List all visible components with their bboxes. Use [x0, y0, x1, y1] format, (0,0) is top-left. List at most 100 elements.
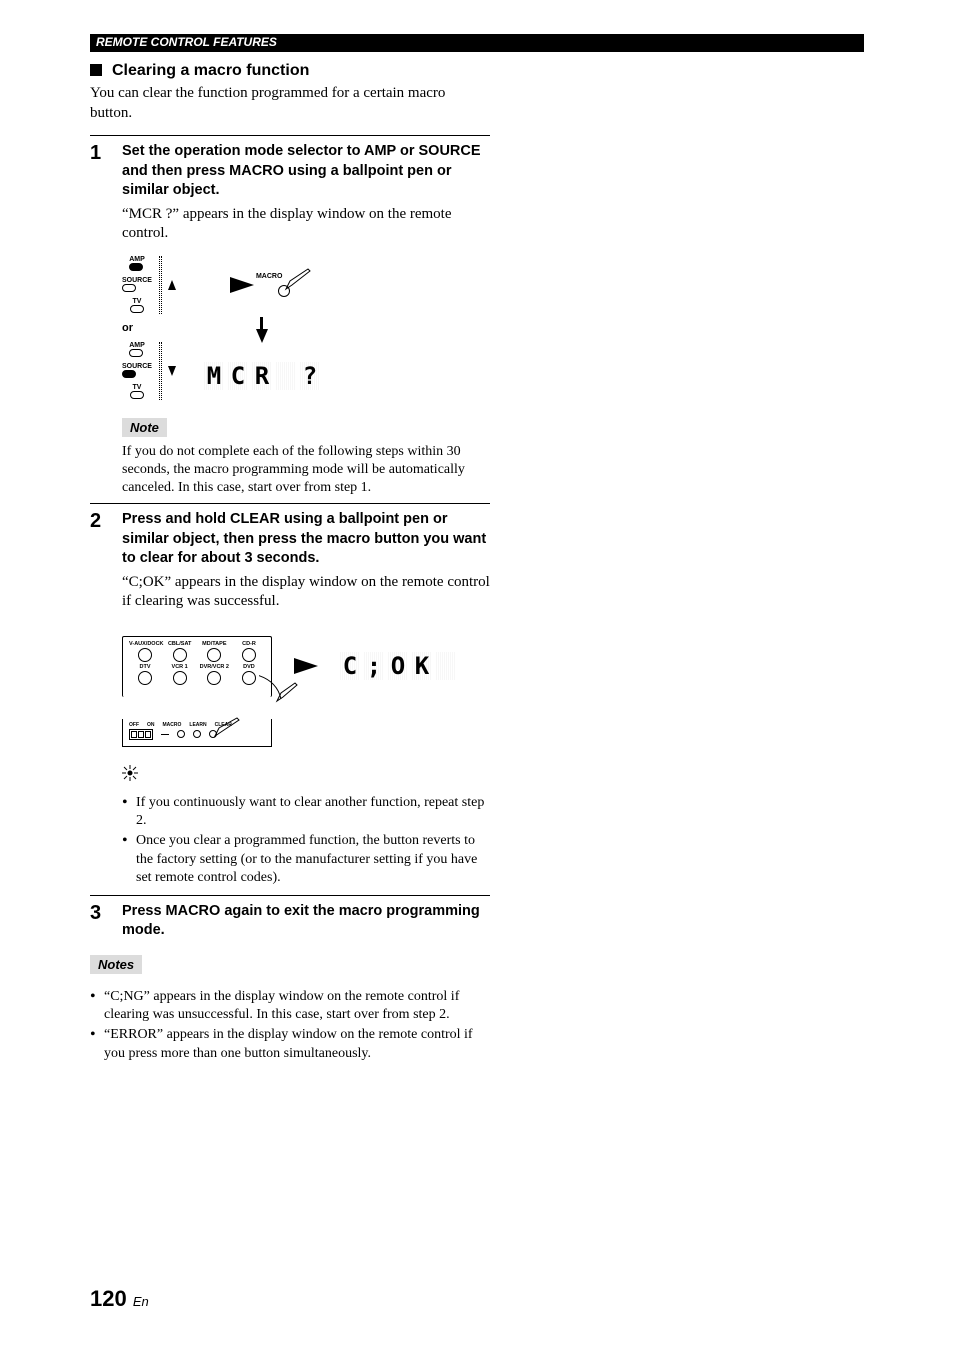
label-amp: AMP: [129, 256, 145, 263]
step-2-number: 2: [90, 510, 108, 889]
bullet-icon: •: [90, 988, 98, 1024]
display-mcr: M C R ?: [204, 362, 320, 390]
tip-text: If you continuously want to clear anothe…: [136, 794, 490, 830]
slot-amp: [129, 263, 143, 271]
seg-r: R: [252, 362, 272, 390]
bullet-icon: •: [122, 832, 130, 887]
step-1: 1 Set the operation mode selector to AMP…: [90, 135, 490, 497]
grid-label: CD-R: [233, 641, 265, 647]
step-1-note-text: If you do not complete each of the follo…: [122, 443, 490, 498]
slot-amp-2: [129, 349, 143, 357]
step-1-diagram: AMP SOURCE TV or AMP SOURCE: [122, 256, 490, 400]
grid-label: V-AUX/DOCK: [129, 641, 161, 647]
slot-tv: [130, 305, 144, 313]
slot-tv-2: [130, 391, 144, 399]
seg-c2: C: [340, 652, 360, 680]
bullet-icon: •: [122, 794, 130, 830]
tip-text: Once you clear a programmed function, th…: [136, 832, 490, 887]
panel-label: OFF: [129, 722, 139, 728]
section-title-text: Clearing a macro function: [112, 62, 309, 79]
pen-indicator-icon: [259, 671, 299, 711]
note-badge: Note: [122, 418, 167, 437]
panel-label: LEARN: [189, 722, 206, 728]
input-button-icon: [173, 648, 187, 662]
page-suffix: En: [133, 1294, 149, 1309]
macro-label: MACRO: [256, 273, 282, 280]
grid-label: DVR/VCR 2: [198, 664, 230, 670]
tip-icon: [122, 765, 490, 786]
or-label: or: [122, 322, 176, 334]
seg-c: C: [228, 362, 248, 390]
step-3-body: Press MACRO again to exit the macro prog…: [122, 902, 490, 945]
square-bullet-icon: [90, 64, 102, 76]
label-tv-2: TV: [130, 384, 144, 391]
step-1-heading: Set the operation mode selector to AMP o…: [122, 142, 490, 201]
notes-section: Notes •“C;NG” appears in the display win…: [90, 955, 490, 1063]
learn-pin-icon: [193, 730, 201, 738]
panel-label: ON: [147, 722, 155, 728]
step-2-text: “C;OK” appears in the display window on …: [122, 573, 490, 612]
slider-track-icon: [159, 256, 162, 314]
input-button-icon: [173, 671, 187, 685]
label-source-2: SOURCE: [122, 363, 152, 370]
notes-badge: Notes: [90, 955, 142, 974]
seg-o: O: [388, 652, 408, 680]
arrow-down-icon: [168, 366, 176, 376]
macro-pin-icon: [177, 730, 185, 738]
input-button-icon: [242, 648, 256, 662]
input-button-icon: [242, 671, 256, 685]
step-3-number: 3: [90, 902, 108, 945]
note-item: “ERROR” appears in the display window on…: [104, 1026, 490, 1062]
slot-source: [122, 284, 136, 292]
pen-icon: [284, 267, 312, 291]
grid-label: DTV: [129, 664, 161, 670]
input-button-icon: [138, 671, 152, 685]
display-cok: C ; O K: [340, 652, 456, 680]
section-title: Clearing a macro function: [90, 62, 490, 80]
pen-icon-2: [213, 716, 243, 740]
seg-k: K: [412, 652, 432, 680]
page-number: 120 En: [90, 1286, 149, 1312]
step-2-heading: Press and hold CLEAR using a ballpoint p…: [122, 510, 490, 569]
selector-block-top: AMP SOURCE TV or AMP SOURCE: [122, 256, 176, 400]
input-button-icon: [138, 648, 152, 662]
step-2-body: Press and hold CLEAR using a ballpoint p…: [122, 510, 490, 889]
input-grid: V-AUX/DOCK CBL/SAT MD/TAPE CD-R DTV VCR …: [122, 636, 272, 697]
page-num-value: 120: [90, 1286, 127, 1311]
off-on-switch-icon: [129, 729, 153, 740]
macro-panel: OFF ON MACRO LEARN CLEAR: [122, 719, 272, 747]
bullet-icon: •: [90, 1026, 98, 1062]
slot-source-2: [122, 370, 136, 378]
down-arrow-block: [256, 317, 268, 348]
step-2-tips: •If you continuously want to clear anoth…: [122, 794, 490, 887]
seg-blank: [276, 362, 296, 390]
seg-blank2: [436, 652, 456, 680]
step-2-diagram: V-AUX/DOCK CBL/SAT MD/TAPE CD-R DTV VCR …: [122, 636, 490, 747]
seg-semi: ;: [364, 652, 384, 680]
seg-q: ?: [300, 362, 320, 390]
down-arrow-icon: [256, 329, 268, 343]
line-icon: [161, 734, 169, 735]
grid-label: DVD: [233, 664, 265, 670]
header-bar: REMOTE CONTROL FEATURES: [90, 34, 864, 52]
step-1-text: “MCR ?” appears in the display window on…: [122, 205, 490, 244]
slider-track-icon-2: [159, 342, 162, 400]
arrow-right-icon: [230, 277, 254, 293]
seg-m: M: [204, 362, 224, 390]
panel-label: MACRO: [163, 722, 182, 728]
header-title: REMOTE CONTROL FEATURES: [96, 35, 277, 49]
input-button-icon: [207, 671, 221, 685]
grid-label: CBL/SAT: [164, 641, 196, 647]
arrow-up-icon: [168, 280, 176, 290]
label-amp-2: AMP: [129, 342, 145, 349]
macro-button-diagram: MACRO: [272, 265, 312, 305]
label-source: SOURCE: [122, 277, 152, 284]
intro-text: You can clear the function programmed fo…: [90, 84, 490, 123]
step-3-heading: Press MACRO again to exit the macro prog…: [122, 902, 490, 941]
content-column: Clearing a macro function You can clear …: [90, 62, 490, 1063]
grid-label: MD/TAPE: [198, 641, 230, 647]
step-1-body: Set the operation mode selector to AMP o…: [122, 142, 490, 497]
step-2: 2 Press and hold CLEAR using a ballpoint…: [90, 503, 490, 889]
step-3: 3 Press MACRO again to exit the macro pr…: [90, 895, 490, 945]
input-button-icon: [207, 648, 221, 662]
